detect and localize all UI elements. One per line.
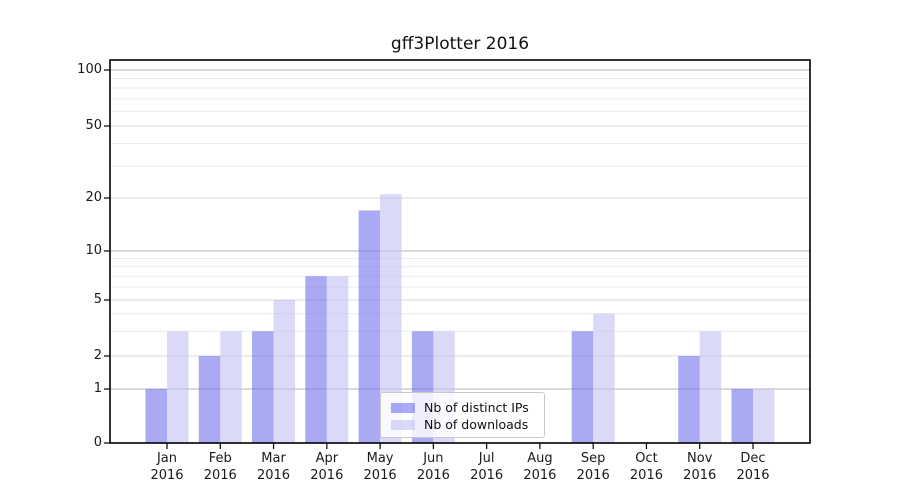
y-tick-label-20: 20 (85, 190, 102, 205)
bar-distinct-ips-mar (252, 331, 274, 443)
bar-downloads-apr (326, 276, 349, 443)
axes-group (104, 59, 811, 449)
bar-distinct-ips-dec (731, 389, 753, 443)
x-tick-label-nov: Nov 2016 (683, 451, 717, 483)
x-tick-label-oct: Oct 2016 (629, 451, 663, 483)
bar-distinct-ips-jan (145, 389, 167, 443)
chart-title: gff3Plotter 2016 (390, 34, 530, 54)
bar-downloads-nov (699, 331, 722, 443)
legend-label-distinct-ips: Nb of distinct IPs (424, 400, 529, 415)
y-tick-label-10: 10 (85, 243, 102, 258)
legend-swatch-downloads-icon (391, 419, 415, 430)
legend-row-distinct-ips: Nb of distinct IPs (391, 399, 544, 416)
minor-gridlines (110, 78, 810, 332)
bar-distinct-ips-apr (305, 276, 327, 443)
x-tick-label-jun: Jun 2016 (416, 451, 450, 483)
legend-swatch-distinct-ips-icon (391, 402, 415, 413)
x-tick-label-aug: Aug 2016 (523, 451, 557, 483)
legend: Nb of distinct IPs Nb of downloads (380, 392, 545, 438)
y-tick-label-50: 50 (85, 118, 102, 133)
x-tick-label-dec: Dec 2016 (736, 451, 770, 483)
legend-label-downloads: Nb of downloads (424, 417, 529, 432)
x-tick-label-feb: Feb 2016 (203, 451, 237, 483)
bar-distinct-ips-may (358, 210, 381, 443)
y-tick-label-5: 5 (93, 292, 102, 307)
bar-distinct-ips-nov (678, 356, 700, 443)
x-tick-label-jan: Jan 2016 (150, 451, 184, 483)
bar-distinct-ips-feb (198, 356, 221, 443)
y-tick-label-100: 100 (77, 62, 102, 77)
bar-downloads-may (380, 194, 402, 443)
bar-downloads-mar (273, 300, 296, 443)
legend-row-downloads: Nb of downloads (391, 416, 544, 433)
x-tick-label-mar: Mar 2016 (256, 451, 291, 483)
x-tick-label-may: May 2016 (363, 451, 397, 483)
y-tick-label-0: 0 (93, 435, 102, 450)
x-tick-label-sep: Sep 2016 (576, 451, 610, 483)
labeled-gridlines (110, 125, 810, 357)
y-tick-label-2: 2 (93, 348, 102, 363)
x-tick-label-jul: Jul 2016 (470, 451, 504, 483)
y-tick-label-1: 1 (93, 381, 102, 396)
bar-downloads-sep (593, 313, 615, 443)
bar-downloads-jan (167, 331, 189, 443)
bar-downloads-dec (753, 389, 775, 443)
bar-downloads-feb (220, 331, 242, 443)
x-tick-label-apr: Apr 2016 (310, 451, 344, 483)
bar-distinct-ips-sep (571, 331, 594, 443)
